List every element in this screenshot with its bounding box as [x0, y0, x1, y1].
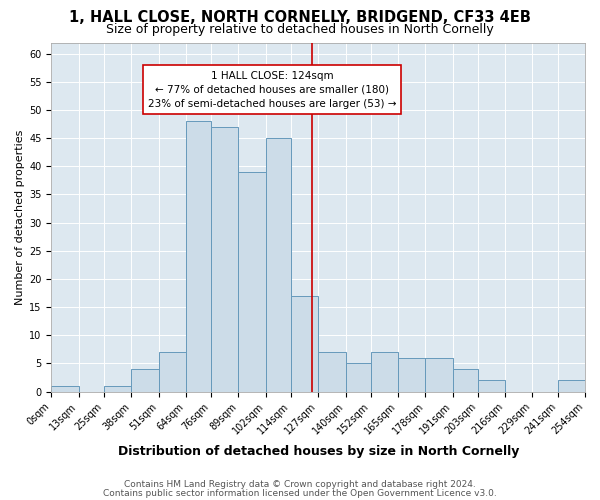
- Bar: [478, 380, 505, 392]
- Text: Size of property relative to detached houses in North Cornelly: Size of property relative to detached ho…: [106, 22, 494, 36]
- Bar: [398, 358, 425, 392]
- Bar: [452, 369, 478, 392]
- Bar: [557, 380, 585, 392]
- Bar: [238, 172, 266, 392]
- Bar: [266, 138, 291, 392]
- X-axis label: Distribution of detached houses by size in North Cornelly: Distribution of detached houses by size …: [118, 444, 519, 458]
- Bar: [371, 352, 398, 392]
- Bar: [291, 296, 318, 392]
- Bar: [104, 386, 131, 392]
- Y-axis label: Number of detached properties: Number of detached properties: [15, 130, 25, 304]
- Text: 1 HALL CLOSE: 124sqm
← 77% of detached houses are smaller (180)
23% of semi-deta: 1 HALL CLOSE: 124sqm ← 77% of detached h…: [148, 70, 396, 108]
- Bar: [425, 358, 452, 392]
- Bar: [186, 122, 211, 392]
- Text: 1, HALL CLOSE, NORTH CORNELLY, BRIDGEND, CF33 4EB: 1, HALL CLOSE, NORTH CORNELLY, BRIDGEND,…: [69, 10, 531, 25]
- Bar: [346, 364, 371, 392]
- Bar: [158, 352, 186, 392]
- Bar: [131, 369, 158, 392]
- Text: Contains HM Land Registry data © Crown copyright and database right 2024.: Contains HM Land Registry data © Crown c…: [124, 480, 476, 489]
- Bar: [52, 386, 79, 392]
- Bar: [318, 352, 346, 392]
- Text: Contains public sector information licensed under the Open Government Licence v3: Contains public sector information licen…: [103, 489, 497, 498]
- Bar: [211, 127, 238, 392]
